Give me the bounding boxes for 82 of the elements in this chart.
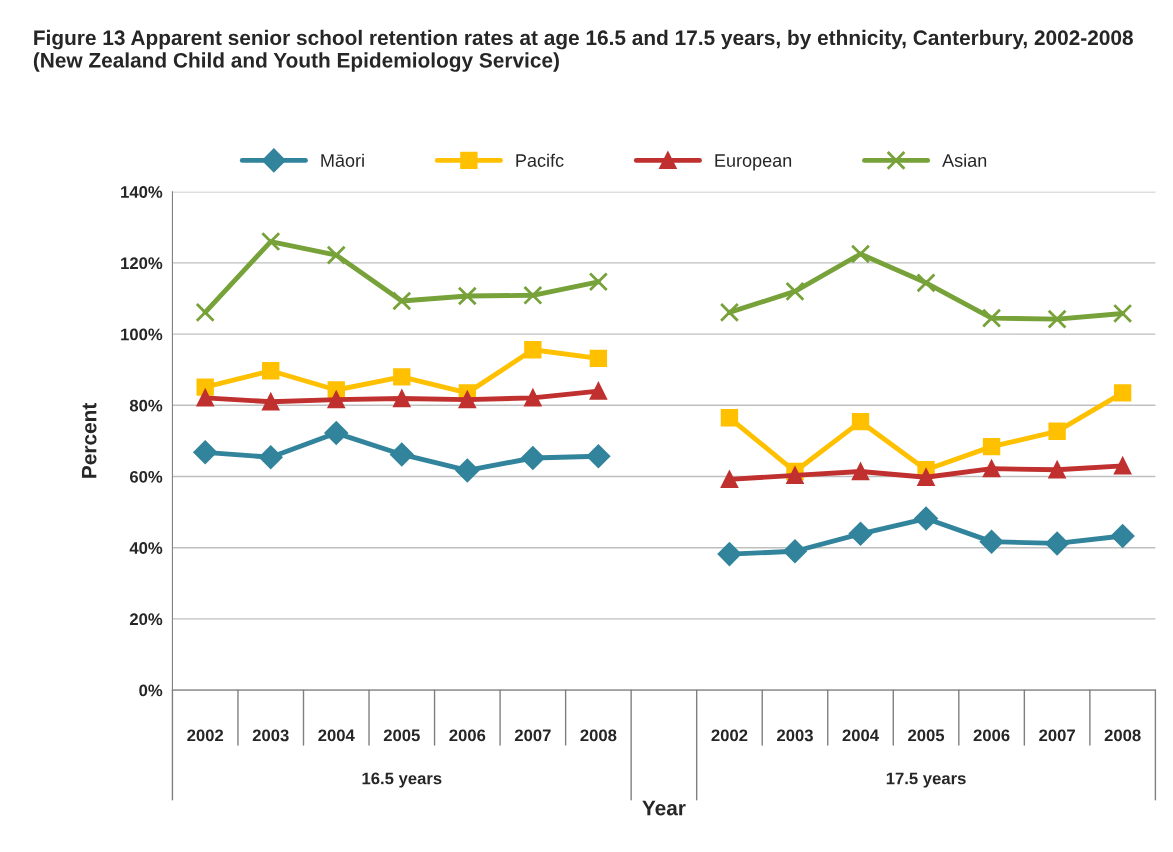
point — [981, 308, 1002, 328]
point — [783, 539, 807, 564]
x-tick-label: 2008 — [580, 729, 617, 742]
point — [720, 470, 739, 489]
point — [589, 382, 608, 400]
point — [848, 521, 873, 546]
point — [786, 466, 804, 485]
point — [523, 285, 543, 306]
y-tick-label: 0% — [139, 684, 163, 697]
point — [1113, 457, 1132, 475]
point — [1048, 461, 1066, 479]
point — [521, 446, 545, 470]
x-tick-label: 2004 — [318, 729, 355, 742]
text: 17.5 years — [886, 772, 966, 788]
point — [458, 390, 476, 409]
text: 16.5 years — [362, 772, 442, 788]
point — [327, 390, 345, 409]
x-tick-label: 2005 — [908, 729, 945, 742]
point — [851, 462, 870, 481]
point — [524, 341, 542, 359]
point — [586, 444, 611, 469]
x-tick-label: 2003 — [252, 729, 289, 742]
y-tick-label: 20% — [129, 613, 163, 626]
point — [455, 458, 480, 483]
point — [524, 389, 542, 407]
point — [1047, 309, 1067, 329]
point — [914, 506, 938, 531]
point — [979, 529, 1004, 554]
point — [588, 272, 609, 292]
legend-label: Pacifc — [516, 153, 564, 167]
x-tick-label: 2004 — [842, 729, 879, 742]
x-tick-label: 2002 — [711, 729, 748, 742]
point — [1112, 303, 1133, 324]
point — [916, 273, 936, 293]
chart-title: Figure 13 Apparent senior school retention rates at age 16.5 and 17.5 years, by ethnicity, Canterbury, 2002-2008 (New Zealand Child and Youth Epidemiology Service) — [33, 29, 1133, 72]
point — [457, 286, 478, 306]
point — [392, 291, 412, 311]
point — [982, 437, 1001, 456]
point — [982, 460, 1001, 478]
point — [719, 302, 740, 323]
point — [393, 389, 411, 408]
x-tick-label: 2007 — [514, 729, 551, 742]
x-tick-label: 2006 — [973, 729, 1010, 742]
point — [1113, 384, 1132, 402]
legend-label: European — [715, 154, 792, 171]
point — [326, 245, 346, 265]
y-tick-label: 100% — [121, 328, 163, 341]
x-tick-label: 2007 — [1039, 729, 1075, 742]
point — [1048, 422, 1066, 440]
point — [262, 362, 280, 380]
point — [917, 468, 935, 486]
x-tick-label: 2005 — [383, 729, 420, 742]
point — [393, 368, 411, 386]
point — [589, 349, 608, 367]
y-axis-title: Percent — [81, 402, 97, 478]
point — [389, 442, 414, 467]
point — [850, 244, 871, 264]
point — [717, 542, 742, 566]
point — [261, 231, 281, 252]
legend-label: Asian — [942, 153, 987, 167]
point — [195, 302, 215, 323]
y-tick-label: 40% — [129, 542, 163, 554]
y-tick-label: 140% — [121, 186, 163, 198]
x-axis-title: Year — [642, 800, 686, 816]
y-tick-label: 60% — [129, 470, 163, 483]
y-tick-label: 80% — [129, 399, 163, 412]
point — [785, 281, 805, 302]
point — [1110, 524, 1135, 548]
x-tick-label: 2003 — [777, 729, 813, 742]
point — [720, 409, 739, 427]
point — [262, 393, 280, 411]
point — [324, 421, 349, 445]
y-tick-label: 120% — [121, 257, 163, 270]
x-tick-label: 2006 — [449, 729, 486, 742]
point — [196, 389, 214, 407]
point — [193, 440, 218, 465]
x-tick-label: 2002 — [187, 729, 224, 742]
x-tick-label: 2008 — [1104, 729, 1141, 742]
point — [1045, 531, 1069, 556]
point — [851, 413, 870, 431]
legend-label: Māori — [321, 153, 364, 167]
point — [258, 445, 283, 470]
